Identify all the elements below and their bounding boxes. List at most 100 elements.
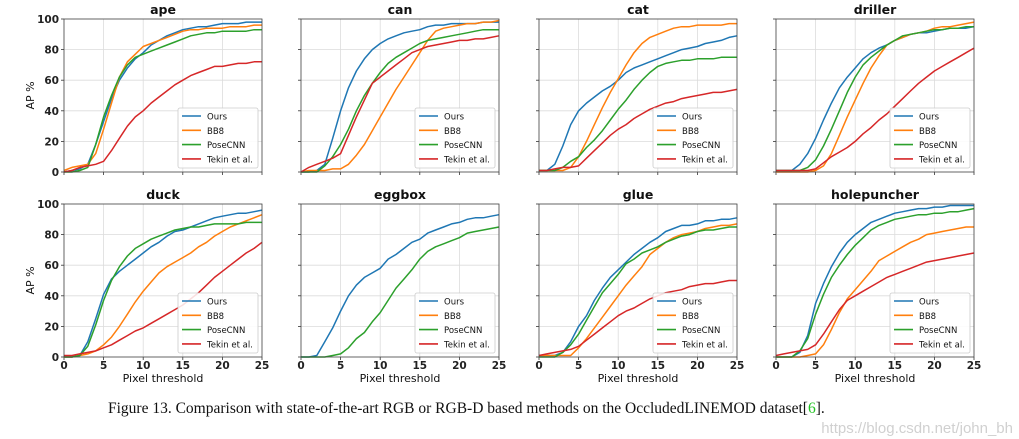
series-line-tekin-et-al- [63, 61, 262, 173]
x-tick-label: 25 [730, 360, 745, 372]
x-tick-label: 5 [337, 360, 344, 372]
y-tick-label: 20 [44, 321, 59, 333]
y-tick-label: 60 [44, 260, 59, 272]
legend-box [414, 107, 496, 169]
legend-label: Ours [444, 113, 465, 123]
series-line-ours [776, 204, 974, 358]
series-line-ours [539, 217, 738, 357]
legend-label: BB8 [444, 127, 461, 137]
subplot-title: can [388, 2, 413, 17]
legend-label: PoseCNN [444, 326, 482, 336]
subplot-title: ape [150, 2, 176, 17]
legend-label: Tekin et al. [918, 155, 965, 165]
legend: Ours BB8 PoseCNN Tekin et al. [414, 292, 496, 354]
legend-label: PoseCNN [682, 326, 720, 336]
y-tick-label: 60 [44, 75, 59, 87]
series-line-posecnn [301, 28, 499, 173]
axes-frame [300, 18, 500, 173]
series-line-posecnn [776, 207, 975, 358]
y-axis-label: AP % [24, 266, 37, 294]
subplot-title: duck [146, 187, 180, 202]
subplot-holepuncher: holepuncher 0 5 10 15 20 25 Pixel threshold Ours… [772, 187, 981, 385]
subplot-title: cat [627, 2, 649, 17]
x-tick-label: 5 [812, 360, 819, 372]
caption-text: Figure 13. Comparison with state-of-the-… [108, 400, 808, 417]
legend: Ours BB8 PoseCNN Tekin et al. [889, 292, 971, 354]
subplot-duck: duck 0 20 40 60 80 100 0 5 10 15 20 25 AP % Pixel thre… [24, 187, 269, 385]
x-tick-label: 20 [690, 360, 705, 372]
series-line-ours [539, 35, 738, 172]
legend-label: PoseCNN [919, 326, 957, 336]
x-tick-label: 0 [772, 360, 779, 372]
legend-label: Tekin et al. [443, 340, 490, 350]
series-line-bb8 [300, 19, 500, 173]
caption-reference-link[interactable]: 6 [807, 400, 816, 417]
series-line-tekin-et-al- [538, 279, 737, 357]
x-tick-label: 10 [136, 360, 151, 372]
axes-frame [300, 203, 500, 358]
legend-box [889, 107, 971, 169]
legend: Ours BB8 PoseCNN Tekin et al. [177, 107, 259, 169]
x-tick-label: 0 [60, 360, 67, 372]
x-tick-label: 25 [492, 360, 507, 372]
series-line-ours [64, 209, 263, 358]
watermark: https://blog.csdn.net/john_bh [821, 420, 1013, 437]
axes-frame [538, 203, 738, 358]
subplot-eggbox: eggbox 0 5 10 15 20 25 Pixel threshold Ours BB8 Po… [297, 187, 506, 385]
subplot-title: eggbox [374, 187, 426, 202]
x-tick-label: 0 [297, 360, 304, 372]
subplot-title: holepuncher [831, 187, 920, 202]
y-tick-label: 100 [37, 199, 59, 211]
legend: Ours BB8 PoseCNN Tekin et al. [177, 292, 259, 354]
legend-label: BB8 [919, 127, 936, 137]
y-tick-label: 40 [44, 291, 59, 303]
x-tick-label: 20 [452, 360, 467, 372]
axes-frame [775, 18, 975, 173]
legend: Ours BB8 PoseCNN Tekin et al. [652, 292, 734, 354]
legend-label: BB8 [207, 312, 224, 322]
legend-label: BB8 [682, 312, 699, 322]
legend-label: PoseCNN [207, 326, 245, 336]
subplot-driller: driller Ours BB8 PoseCNN Tekin et al. [773, 2, 975, 175]
series-line-bb8 [539, 22, 737, 172]
x-tick-label: 15 [175, 360, 190, 372]
legend-label: Ours [207, 298, 228, 308]
y-tick-label: 0 [52, 167, 59, 179]
series-line-bb8 [539, 223, 738, 357]
series-line-posecnn [64, 221, 262, 358]
legend-label: Tekin et al. [206, 155, 253, 165]
x-tick-label: 20 [927, 360, 942, 372]
subplot-cat: cat Ours BB8 PoseCNN Tekin et al. [536, 2, 738, 175]
series-line-tekin-et-al- [300, 35, 500, 173]
legend-label: PoseCNN [207, 141, 245, 151]
series-line-posecnn [64, 28, 262, 173]
legend-box [889, 292, 971, 354]
caption-suffix: ]. [815, 400, 825, 417]
y-tick-label: 100 [37, 14, 59, 26]
series-line-tekin-et-al- [775, 252, 975, 357]
y-tick-label: 20 [44, 136, 59, 148]
x-tick-label: 15 [412, 360, 427, 372]
x-axis-label: Pixel threshold [123, 372, 204, 385]
x-tick-label: 20 [215, 360, 230, 372]
y-tick-label: 0 [52, 352, 59, 364]
x-axis-label: Pixel threshold [360, 372, 441, 385]
legend-label: PoseCNN [682, 141, 720, 151]
legend-label: BB8 [682, 127, 699, 137]
series-line-bb8 [63, 24, 262, 172]
legend: Ours BB8 PoseCNN Tekin et al. [889, 107, 971, 169]
subplot-can: can Ours BB8 PoseCNN Tekin et al. [298, 2, 500, 175]
x-tick-label: 25 [255, 360, 270, 372]
x-tick-label: 5 [100, 360, 107, 372]
legend-label: Ours [682, 298, 703, 308]
legend-label: Tekin et al. [681, 155, 728, 165]
legend-label: Tekin et al. [918, 340, 965, 350]
series-line-posecnn [301, 226, 500, 358]
figure-caption: Figure 13. Comparison with state-of-the-… [108, 400, 825, 418]
subplot-title: glue [623, 187, 654, 202]
legend-label: Ours [207, 113, 228, 123]
y-tick-label: 80 [44, 45, 59, 57]
series-line-posecnn [539, 226, 737, 358]
x-axis-label: Pixel threshold [835, 372, 916, 385]
